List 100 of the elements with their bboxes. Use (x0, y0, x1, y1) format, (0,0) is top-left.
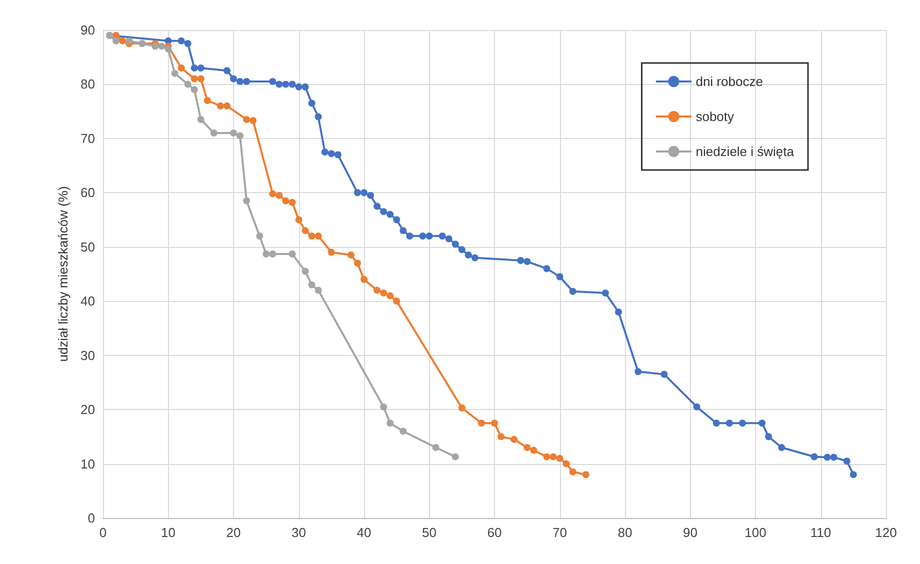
point (190, 75, 198, 82)
point (288, 198, 296, 206)
point (314, 232, 322, 240)
legend-label: niedziele i święta (696, 144, 795, 159)
y-tick-label: 70 (80, 130, 95, 146)
point (738, 420, 746, 427)
point (517, 256, 524, 264)
point (276, 192, 283, 199)
y-tick-label: 50 (80, 239, 95, 254)
point (426, 232, 433, 240)
x-tick-label: 110 (810, 525, 832, 540)
point (660, 370, 668, 378)
point (386, 210, 394, 218)
point (569, 288, 576, 295)
x-tick-label: 30 (292, 525, 306, 540)
point (543, 265, 550, 272)
point (328, 150, 335, 158)
x-tick-label: 10 (161, 525, 176, 540)
y-tick-label: 80 (80, 76, 95, 92)
point (314, 113, 322, 120)
point (178, 64, 185, 72)
x-tick-label: 70 (552, 525, 567, 540)
point (178, 37, 185, 44)
point (712, 420, 720, 427)
point (204, 96, 211, 104)
point (393, 298, 400, 305)
point (269, 190, 276, 198)
point (464, 252, 472, 259)
point (452, 240, 459, 248)
point (830, 454, 838, 461)
point (380, 208, 388, 216)
point (347, 252, 354, 259)
point (171, 70, 178, 77)
point (380, 289, 388, 296)
x-tick-label: 100 (744, 525, 766, 540)
y-tick-label: 90 (80, 22, 95, 38)
point (400, 428, 407, 435)
point (243, 78, 250, 86)
point (126, 37, 133, 44)
point (374, 202, 381, 210)
point (197, 75, 204, 82)
point (164, 45, 172, 52)
point (112, 37, 120, 44)
x-tick-label: 60 (487, 525, 502, 540)
point (602, 289, 609, 296)
point (524, 444, 531, 452)
x-tick-label: 120 (875, 525, 897, 540)
point (295, 216, 302, 224)
point (471, 254, 478, 262)
point (184, 80, 192, 88)
point (765, 433, 772, 440)
point (445, 235, 452, 242)
point (282, 80, 290, 88)
point (569, 468, 576, 476)
point (458, 404, 466, 412)
point (190, 64, 198, 72)
point (262, 250, 270, 258)
point (438, 232, 446, 240)
y-tick-label: 10 (80, 456, 95, 472)
point (223, 102, 230, 110)
point (386, 420, 394, 427)
y-axis-title: udział liczby mieszkańców (%) (56, 186, 71, 362)
point (302, 83, 309, 90)
point (478, 420, 485, 427)
point (256, 232, 264, 240)
point (250, 117, 257, 124)
legend-label: dni robocze (696, 74, 763, 89)
point (308, 232, 316, 240)
point (334, 151, 342, 158)
point (216, 102, 224, 110)
y-tick-label: 0 (88, 510, 95, 526)
point (223, 67, 230, 74)
point (236, 78, 244, 86)
y-tick-label: 30 (80, 348, 95, 363)
point (458, 246, 466, 254)
point (184, 40, 192, 48)
point (850, 471, 857, 478)
point (308, 281, 316, 288)
point (562, 460, 570, 468)
point (360, 189, 368, 196)
point (393, 216, 400, 224)
point (491, 420, 498, 427)
point (810, 453, 818, 460)
point (556, 454, 564, 462)
point (550, 453, 557, 460)
point (197, 116, 204, 123)
x-tick-label: 50 (422, 525, 436, 540)
legend-label: soboty (696, 109, 735, 124)
point (432, 444, 440, 452)
point (400, 227, 407, 234)
point (778, 444, 786, 452)
point (314, 286, 322, 294)
point (243, 197, 250, 204)
point (758, 420, 766, 427)
x-tick-label: 80 (618, 525, 632, 540)
point (843, 458, 850, 465)
point (582, 471, 590, 478)
point (152, 42, 159, 50)
point (693, 403, 700, 410)
point (386, 292, 394, 300)
